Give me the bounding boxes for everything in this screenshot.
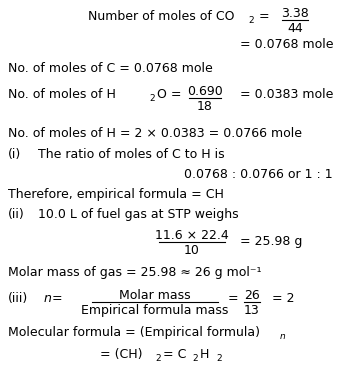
Text: =: = (228, 292, 239, 305)
Text: = (CH): = (CH) (100, 348, 142, 361)
Text: 2: 2 (216, 354, 222, 363)
Text: 44: 44 (287, 22, 303, 35)
Text: No. of moles of H = 2 × 0.0383 = 0.0766 mole: No. of moles of H = 2 × 0.0383 = 0.0766 … (8, 127, 302, 140)
Text: No. of moles of H: No. of moles of H (8, 88, 116, 101)
Text: 2: 2 (248, 16, 254, 25)
Text: Empirical formula mass: Empirical formula mass (81, 304, 229, 317)
Text: 0.690: 0.690 (187, 85, 223, 98)
Text: O =: O = (157, 88, 181, 101)
Text: n: n (44, 292, 52, 305)
Text: Molar mass of gas = 25.98 ≈ 26 g mol⁻¹: Molar mass of gas = 25.98 ≈ 26 g mol⁻¹ (8, 266, 261, 279)
Text: (i): (i) (8, 148, 21, 161)
Text: No. of moles of C = 0.0768 mole: No. of moles of C = 0.0768 mole (8, 62, 213, 75)
Text: = 0.0768 mole: = 0.0768 mole (239, 38, 333, 51)
Text: = 2: = 2 (272, 292, 295, 305)
Text: 3.38: 3.38 (281, 7, 309, 20)
Text: The ratio of moles of C to H is: The ratio of moles of C to H is (38, 148, 225, 161)
Text: 10.0 L of fuel gas at STP weighs: 10.0 L of fuel gas at STP weighs (38, 208, 239, 221)
Text: (iii): (iii) (8, 292, 28, 305)
Text: 2: 2 (192, 354, 198, 363)
Text: H: H (200, 348, 210, 361)
Text: Molar mass: Molar mass (119, 289, 191, 302)
Text: 0.0768 : 0.0766 or 1 : 1: 0.0768 : 0.0766 or 1 : 1 (184, 168, 333, 181)
Text: Therefore, empirical formula = CH: Therefore, empirical formula = CH (8, 188, 224, 201)
Text: 18: 18 (197, 100, 213, 113)
Text: 13: 13 (244, 304, 260, 317)
Text: 10: 10 (184, 244, 200, 257)
Text: = C: = C (163, 348, 186, 361)
Text: Number of moles of CO: Number of moles of CO (88, 10, 235, 23)
Text: 2: 2 (149, 94, 155, 103)
Text: 2: 2 (155, 354, 161, 363)
Text: =: = (52, 292, 63, 305)
Text: = 25.98 g: = 25.98 g (240, 235, 302, 248)
Text: (ii): (ii) (8, 208, 25, 221)
Text: n: n (280, 332, 286, 341)
Text: Molecular formula = (Empirical formula): Molecular formula = (Empirical formula) (8, 326, 260, 339)
Text: = 0.0383 mole: = 0.0383 mole (240, 88, 333, 101)
Text: 11.6 × 22.4: 11.6 × 22.4 (155, 229, 229, 242)
Text: =: = (255, 10, 270, 23)
Text: 26: 26 (244, 289, 260, 302)
